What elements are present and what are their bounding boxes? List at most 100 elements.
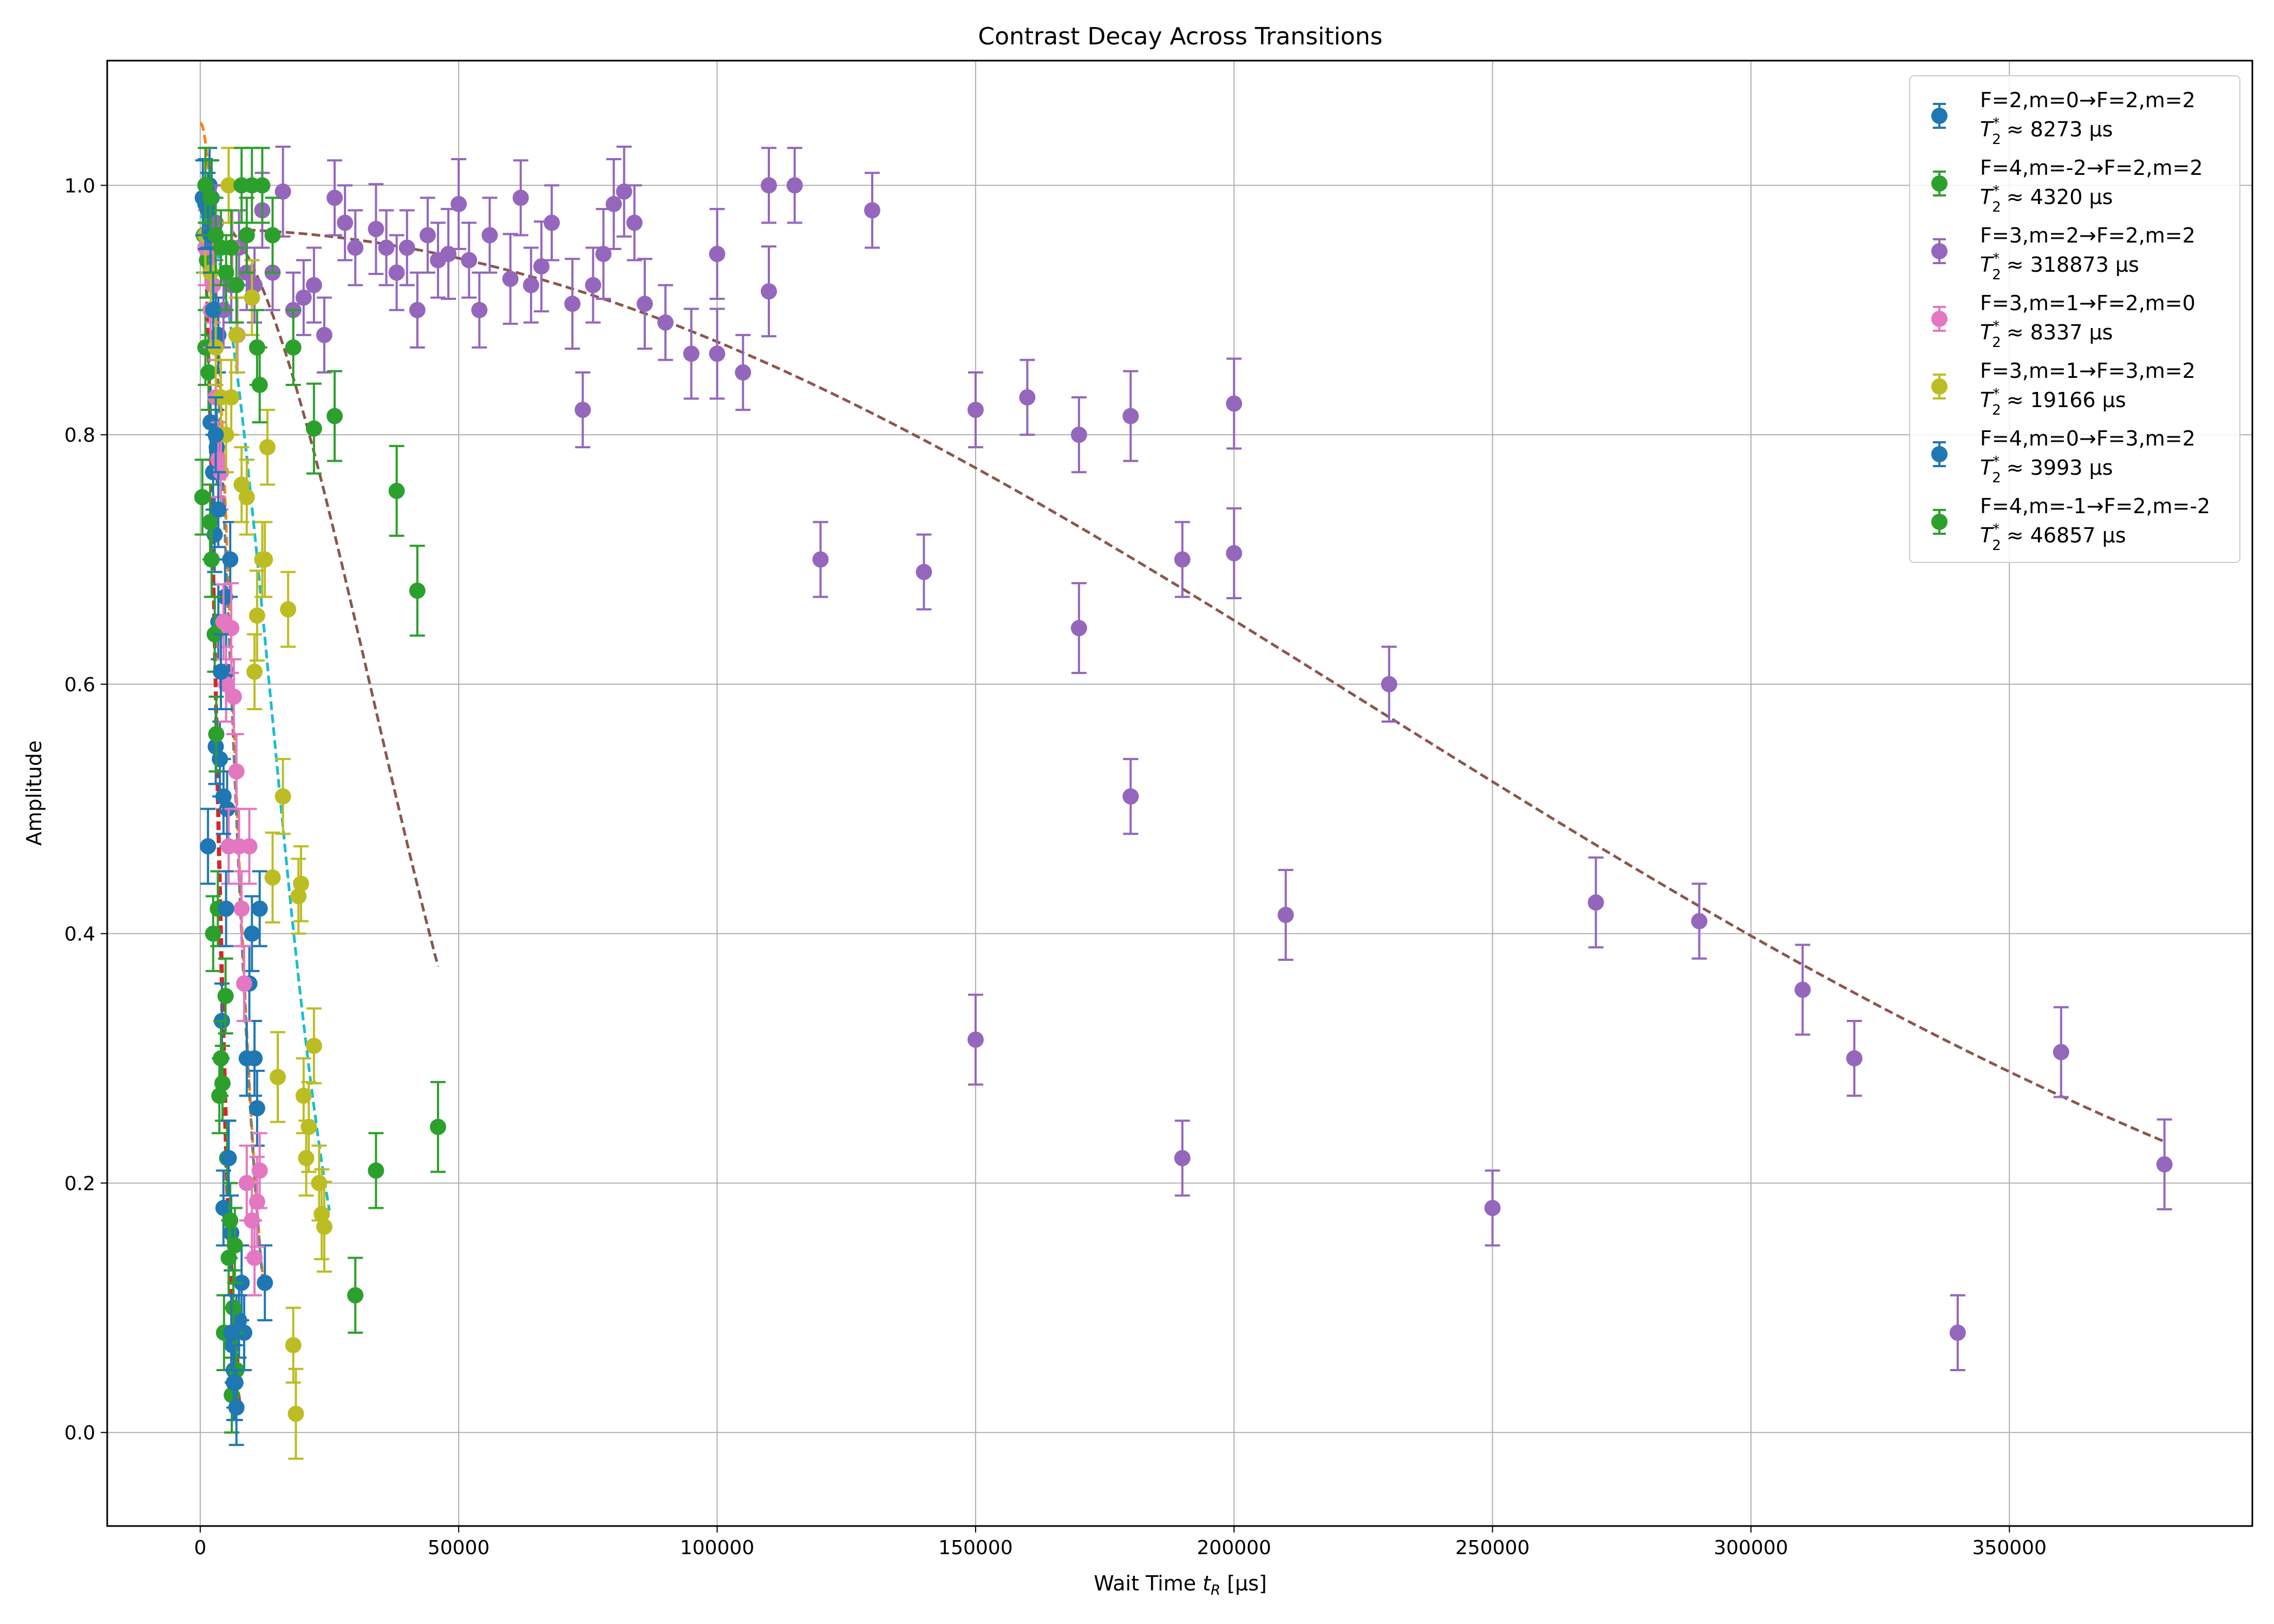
marker <box>522 277 539 293</box>
legend-item: F=4,m=-2→F=2,m=2 T* 2 ≈ 4320 μs <box>1931 156 2203 215</box>
fit-curve <box>230 229 440 967</box>
data-point <box>210 471 227 548</box>
data-point <box>238 197 255 274</box>
data-point <box>368 1132 384 1209</box>
data-point <box>522 246 539 324</box>
marker <box>249 1100 265 1117</box>
data-point <box>305 1007 322 1085</box>
data-point <box>238 459 255 536</box>
marker <box>812 551 829 568</box>
marker <box>305 420 322 437</box>
marker <box>246 1050 263 1067</box>
plot-frame <box>106 60 2253 1527</box>
marker <box>430 1118 447 1135</box>
marker <box>285 1337 302 1353</box>
data-point <box>564 258 581 350</box>
marker <box>225 1374 242 1391</box>
data-point <box>246 1019 263 1097</box>
marker <box>270 1069 286 1085</box>
marker <box>326 408 343 424</box>
marker <box>203 551 220 568</box>
marker <box>254 177 271 194</box>
data-point <box>251 346 268 424</box>
marker <box>223 389 240 406</box>
x-axis-label-subscript: R <box>1211 1582 1220 1599</box>
data-point <box>285 309 302 386</box>
marker <box>228 1399 245 1416</box>
marker <box>210 501 227 518</box>
marker <box>290 888 307 905</box>
data-point <box>636 258 653 350</box>
data-point <box>481 197 498 274</box>
marker <box>967 402 984 418</box>
marker <box>916 564 932 580</box>
data-point <box>275 145 291 238</box>
data-point <box>585 246 602 324</box>
marker <box>246 277 263 293</box>
data-point <box>1070 582 1087 675</box>
marker <box>1174 1150 1191 1167</box>
marker <box>210 451 227 468</box>
data-point <box>295 259 312 336</box>
marker <box>228 326 245 343</box>
marker <box>305 1038 322 1055</box>
data-point <box>430 1081 447 1173</box>
data-point <box>218 870 234 947</box>
marker <box>409 582 426 599</box>
data-point <box>1846 1019 1863 1097</box>
legend-t2-label: T* 2 ≈ 3993 μs <box>1980 454 2113 486</box>
data-point <box>326 159 343 237</box>
data-point <box>200 808 217 885</box>
x-tick-label: 300000 <box>1714 1537 1788 1559</box>
marker <box>210 326 227 343</box>
data-point <box>1794 944 1811 1036</box>
data-point <box>213 633 230 710</box>
data-point <box>316 1181 332 1273</box>
y-axis-ticks: 0.0 0.2 0.4 0.6 0.8 1.0 <box>64 175 107 1444</box>
legend-item: F=3,m=1→F=3,m=2 T* 2 ≈ 19166 μs <box>1931 359 2195 418</box>
marker <box>207 227 224 244</box>
marker <box>287 1405 304 1422</box>
x-tick-label: 100000 <box>680 1537 754 1559</box>
data-point <box>246 1219 263 1296</box>
data-point <box>409 545 426 637</box>
marker <box>220 177 237 194</box>
legend-t2-label: T* 2 ≈ 8337 μs <box>1980 318 2113 351</box>
data-point <box>761 245 777 338</box>
marker <box>316 326 332 343</box>
data-point <box>257 521 273 598</box>
legend-marker <box>1931 446 1948 462</box>
marker <box>1794 981 1811 998</box>
legend-item: F=4,m=-1→F=2,m=-2 T* 2 ≈ 46857 μs <box>1931 494 2210 554</box>
marker <box>368 1162 384 1179</box>
data-point <box>249 569 265 662</box>
data-point <box>1174 521 1191 598</box>
legend-t2-label: T* 2 ≈ 19166 μs <box>1980 386 2126 418</box>
marker <box>419 227 436 244</box>
marker <box>249 607 265 624</box>
marker <box>207 427 224 443</box>
marker <box>246 663 263 680</box>
legend-t2-label: T* 2 ≈ 46857 μs <box>1980 521 2126 554</box>
marker <box>249 1194 265 1210</box>
marker <box>657 314 674 331</box>
data-point <box>223 582 240 675</box>
marker <box>194 489 211 506</box>
x-tick-label: 200000 <box>1197 1537 1271 1559</box>
marker <box>257 551 273 568</box>
marker <box>471 302 488 318</box>
data-point <box>313 1168 330 1260</box>
data-point <box>257 1244 273 1321</box>
marker <box>218 900 234 917</box>
data-point <box>761 147 777 224</box>
data-point <box>368 183 384 275</box>
x-axis-label: Wait Time tR [μs] <box>1094 1571 1267 1599</box>
marker <box>223 620 240 637</box>
marker <box>450 195 467 212</box>
data-point <box>254 147 271 224</box>
marker <box>761 177 777 194</box>
data-point <box>461 221 478 299</box>
marker <box>251 376 268 393</box>
marker <box>218 264 234 281</box>
marker <box>1587 894 1604 911</box>
